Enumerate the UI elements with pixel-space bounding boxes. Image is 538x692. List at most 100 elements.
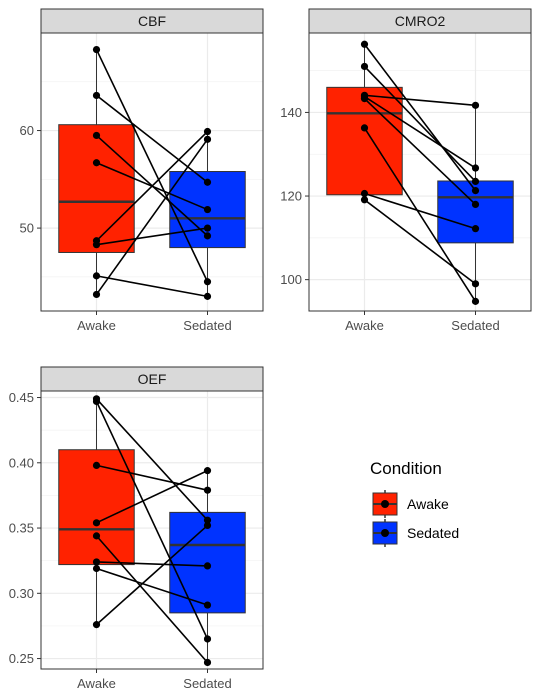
data-point bbox=[203, 521, 212, 530]
x-tick-label: Awake bbox=[77, 676, 116, 691]
pair-line bbox=[96, 464, 208, 491]
data-point bbox=[203, 135, 212, 143]
data-point bbox=[471, 297, 480, 305]
pair-line bbox=[95, 398, 209, 521]
legend-label-sedated: Sedated bbox=[407, 525, 459, 541]
y-tick-label: 0.35 bbox=[9, 521, 34, 536]
panel-cmro2: CMRO2 100 120 140 Awake Sedated bbox=[280, 8, 532, 333]
data-point bbox=[203, 278, 212, 286]
data-point bbox=[360, 189, 369, 198]
x-tick-label: Sedated bbox=[451, 318, 499, 333]
data-point bbox=[92, 290, 101, 299]
data-point bbox=[92, 159, 101, 167]
data-point bbox=[203, 562, 212, 570]
box-awake bbox=[326, 86, 403, 196]
pair-line bbox=[364, 94, 476, 107]
data-point bbox=[92, 621, 101, 629]
data-point bbox=[203, 601, 212, 609]
data-point bbox=[203, 516, 212, 524]
panel-border bbox=[308, 32, 532, 312]
pair-line bbox=[96, 94, 208, 183]
panel-border bbox=[40, 390, 264, 670]
legend-key-point bbox=[381, 529, 389, 537]
legend-label-awake: Awake bbox=[407, 496, 449, 512]
data-point bbox=[471, 225, 480, 233]
legend: Condition Awake Sedated bbox=[370, 459, 459, 547]
y-tick-label: 60 bbox=[20, 123, 34, 138]
y-tick-label: 50 bbox=[20, 221, 34, 236]
pair-line bbox=[364, 95, 476, 169]
data-point bbox=[471, 187, 480, 195]
data-point bbox=[203, 232, 212, 240]
data-point bbox=[203, 467, 212, 475]
data-point bbox=[92, 397, 101, 406]
data-point bbox=[471, 177, 480, 186]
pair-line bbox=[96, 561, 208, 567]
pair-line bbox=[363, 65, 477, 182]
box-awake bbox=[58, 124, 135, 253]
x-tick-label: Sedated bbox=[183, 676, 231, 691]
y-tick-label: 0.30 bbox=[9, 586, 34, 601]
data-point bbox=[92, 272, 101, 280]
y-tick-label: 0.40 bbox=[9, 455, 34, 470]
legend-item-awake: Awake bbox=[372, 490, 449, 518]
pair-line bbox=[364, 199, 476, 285]
facet-panels: CBF 50 60 Awake Sedated CMRO2 100 120 140 Awake Se… bbox=[9, 8, 532, 691]
facet-title: CMRO2 bbox=[395, 13, 446, 29]
legend-item-sedated: Sedated bbox=[372, 519, 459, 547]
data-point bbox=[203, 205, 212, 214]
x-tick-label: Awake bbox=[77, 318, 116, 333]
data-point bbox=[360, 40, 369, 48]
data-point bbox=[92, 532, 101, 540]
pair-line bbox=[96, 469, 208, 524]
pair-line bbox=[96, 567, 208, 606]
y-tick-label: 0.25 bbox=[9, 651, 34, 666]
data-point bbox=[471, 101, 480, 109]
y-tick-label: 140 bbox=[280, 105, 302, 120]
data-point bbox=[92, 461, 101, 469]
data-point bbox=[203, 658, 212, 667]
data-point bbox=[203, 224, 212, 232]
pair-line bbox=[96, 275, 208, 298]
pair-line bbox=[95, 524, 209, 626]
data-point bbox=[360, 92, 369, 101]
pair-line bbox=[363, 43, 477, 192]
panel-cbf: CBF 50 60 Awake Sedated bbox=[20, 8, 264, 333]
data-point bbox=[92, 45, 101, 54]
facet-strip bbox=[40, 366, 264, 392]
data-point bbox=[203, 486, 212, 494]
facet-title: CBF bbox=[138, 13, 166, 29]
data-point bbox=[92, 564, 101, 573]
data-point bbox=[203, 635, 212, 643]
data-point bbox=[471, 164, 480, 172]
data-point bbox=[92, 241, 101, 249]
pair-line bbox=[363, 98, 477, 205]
data-point bbox=[92, 558, 101, 566]
data-point bbox=[471, 280, 480, 288]
data-point bbox=[92, 91, 101, 100]
x-tick-label: Awake bbox=[345, 318, 384, 333]
data-point bbox=[360, 124, 369, 132]
data-point bbox=[203, 127, 212, 136]
data-point bbox=[203, 292, 212, 300]
pair-line bbox=[363, 127, 477, 302]
legend-title: Condition bbox=[370, 459, 442, 478]
pair-line bbox=[364, 192, 476, 230]
panel-oef: OEF 0.25 0.30 0.35 0.40 0.45 Awake Sedated bbox=[9, 366, 264, 691]
data-point bbox=[471, 200, 480, 208]
panel-border bbox=[40, 32, 264, 312]
y-tick-label: 100 bbox=[280, 272, 302, 287]
pair-line bbox=[95, 130, 209, 242]
y-tick-label: 120 bbox=[280, 189, 302, 204]
pair-line bbox=[96, 227, 208, 246]
pair-line bbox=[95, 535, 209, 664]
data-point bbox=[360, 62, 369, 71]
data-point bbox=[203, 178, 212, 186]
x-tick-label: Sedated bbox=[183, 318, 231, 333]
facet-strip bbox=[40, 8, 264, 34]
facet-title: OEF bbox=[138, 371, 167, 387]
data-point bbox=[92, 519, 101, 527]
y-tick-label: 0.45 bbox=[9, 390, 34, 405]
legend-key-point bbox=[381, 500, 389, 508]
